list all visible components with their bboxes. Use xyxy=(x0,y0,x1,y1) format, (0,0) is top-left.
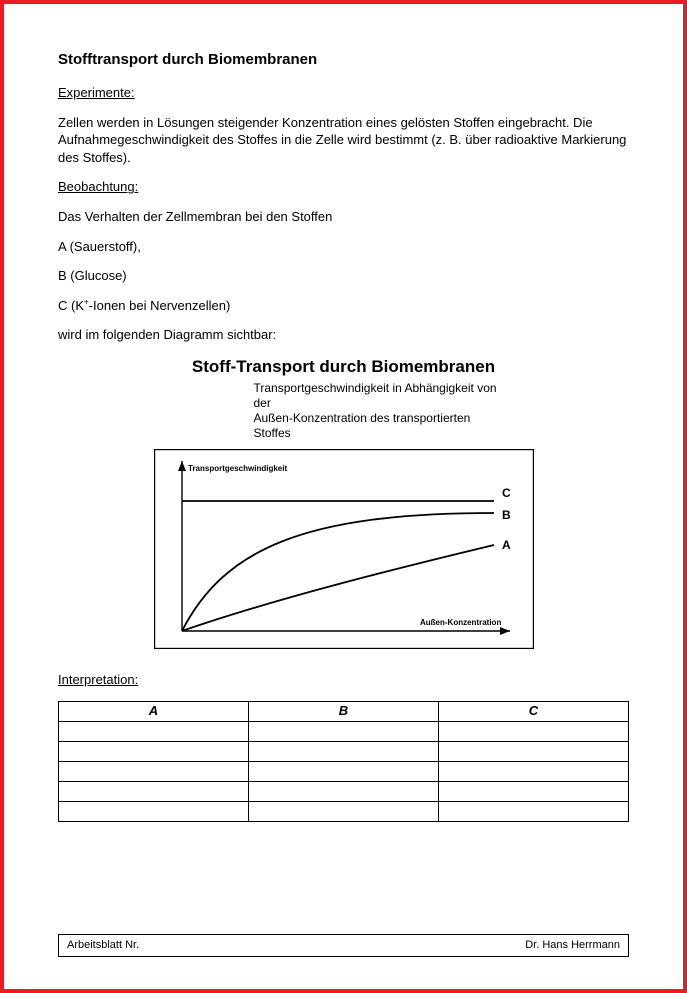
svg-text:Außen-Konzentration: Außen-Konzentration xyxy=(420,618,501,627)
svg-text:A: A xyxy=(502,538,511,552)
footer-left: Arbeitsblatt Nr. xyxy=(67,938,139,953)
table-cell xyxy=(439,781,629,801)
table-cell xyxy=(439,801,629,821)
table-cell xyxy=(439,761,629,781)
table-col-a: A xyxy=(59,701,249,721)
svg-text:C: C xyxy=(502,486,511,500)
table-cell xyxy=(59,761,249,781)
chart-subtitle-line2: Außen-Konzentration des transportierten … xyxy=(254,411,471,440)
document-frame: Stofftransport durch Biomembranen Experi… xyxy=(0,0,687,993)
svg-text:Transportgeschwindigkeit: Transportgeschwindigkeit xyxy=(188,464,287,473)
observation-intro: Das Verhalten der Zellmembran bei den St… xyxy=(58,208,629,226)
footer-right: Dr. Hans Herrmann xyxy=(525,938,620,953)
table-row xyxy=(59,741,629,761)
table-col-c: C xyxy=(439,701,629,721)
table-cell xyxy=(249,781,439,801)
observation-item-a: A (Sauerstoff), xyxy=(58,238,629,256)
table-cell xyxy=(439,741,629,761)
section-heading-interpretation: Interpretation: xyxy=(58,671,629,689)
table-row xyxy=(59,721,629,741)
observation-outro: wird im folgenden Diagramm sichtbar: xyxy=(58,326,629,344)
table-header-row: A B C xyxy=(59,701,629,721)
page: Stofftransport durch Biomembranen Experi… xyxy=(24,22,663,971)
table-col-b: B xyxy=(249,701,439,721)
footer: Arbeitsblatt Nr. Dr. Hans Herrmann xyxy=(58,934,629,957)
table-cell xyxy=(59,781,249,801)
table-cell xyxy=(59,741,249,761)
chart-svg: Transportgeschwindigkeit Außen-Konzentrat… xyxy=(154,449,534,649)
chart-holder: Transportgeschwindigkeit Außen-Konzentrat… xyxy=(154,449,534,654)
item-c-pre: C (K xyxy=(58,298,84,313)
table-cell xyxy=(439,721,629,741)
chart-subtitle-line1: Transportgeschwindigkeit in Abhängigkeit… xyxy=(254,381,497,410)
section-heading-experiments: Experimente: xyxy=(58,84,629,102)
table-cell xyxy=(249,801,439,821)
chart-block: Stoff-Transport durch Biomembranen Trans… xyxy=(58,356,629,653)
table-cell xyxy=(249,721,439,741)
svg-text:B: B xyxy=(502,508,511,522)
item-c-post: -Ionen bei Nervenzellen) xyxy=(89,298,231,313)
chart-subtitle: Transportgeschwindigkeit in Abhängigkeit… xyxy=(184,381,504,441)
section-heading-observation: Beobachtung: xyxy=(58,178,629,196)
experiments-paragraph: Zellen werden in Lösungen steigender Kon… xyxy=(58,114,629,167)
chart-title: Stoff-Transport durch Biomembranen xyxy=(58,356,629,379)
table-row xyxy=(59,801,629,821)
table-row xyxy=(59,781,629,801)
table-cell xyxy=(249,761,439,781)
table-row xyxy=(59,761,629,781)
table-cell xyxy=(59,721,249,741)
observation-item-b: B (Glucose) xyxy=(58,267,629,285)
page-title: Stofftransport durch Biomembranen xyxy=(58,50,629,70)
observation-item-c: C (K+-Ionen bei Nervenzellen) xyxy=(58,297,629,315)
table-cell xyxy=(59,801,249,821)
interpretation-table: A B C xyxy=(58,701,629,822)
table-cell xyxy=(249,741,439,761)
